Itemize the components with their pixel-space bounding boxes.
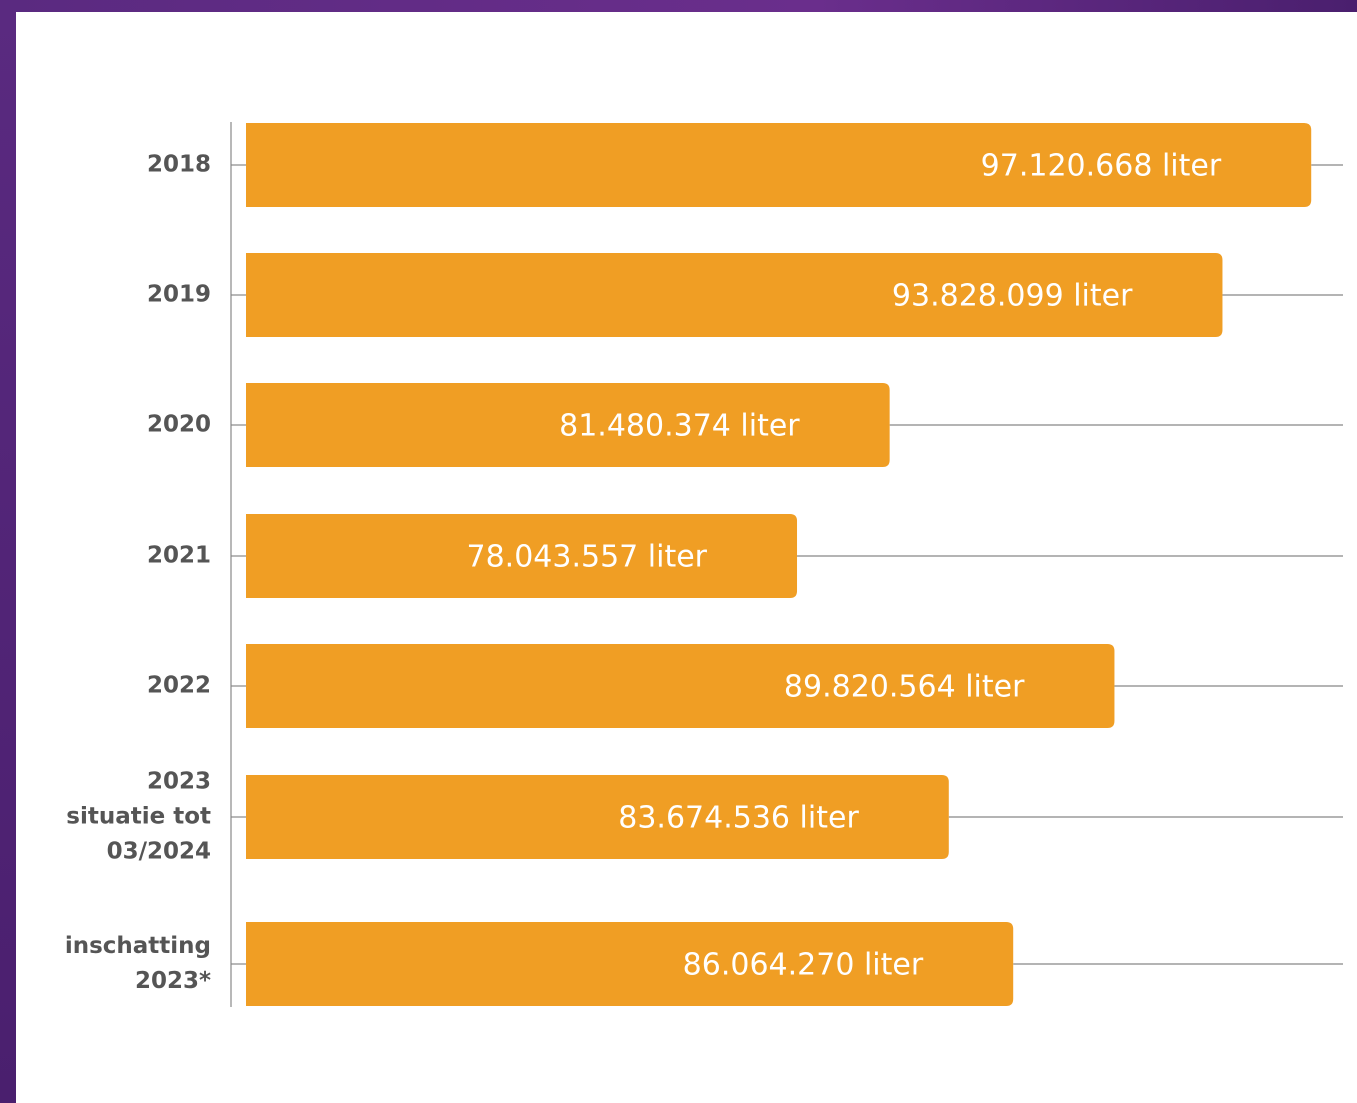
frame [0,0,16,1103]
bar [246,644,1115,728]
y-tick-label: 2018 [146,151,211,178]
y-tick-label: inschatting 2023* [64,933,211,994]
data-label: 89.820.564 liter [783,669,1025,705]
bar [246,123,1312,207]
bar [246,514,798,598]
y-tick-label: 2022 [146,672,211,699]
y-tick-label: 2020 [146,411,211,438]
y-tick-label: 2021 [146,542,211,569]
bar [246,253,1223,337]
data-label: 93.828.099 liter [891,278,1133,314]
frame [0,0,1357,12]
data-label: 83.674.536 liter [618,800,859,836]
y-tick-label: 2023 situatie tot 03/2024 [66,768,211,865]
data-label: 97.120.668 liter [980,148,1222,184]
data-label: 78.043.557 liter [466,539,708,575]
data-label: 81.480.374 liter [559,408,800,444]
data-label: 86.064.270 liter [682,947,924,983]
y-tick-label: 2019 [146,281,211,308]
bar [246,922,1014,1006]
bar [246,383,890,467]
bar [246,775,949,859]
